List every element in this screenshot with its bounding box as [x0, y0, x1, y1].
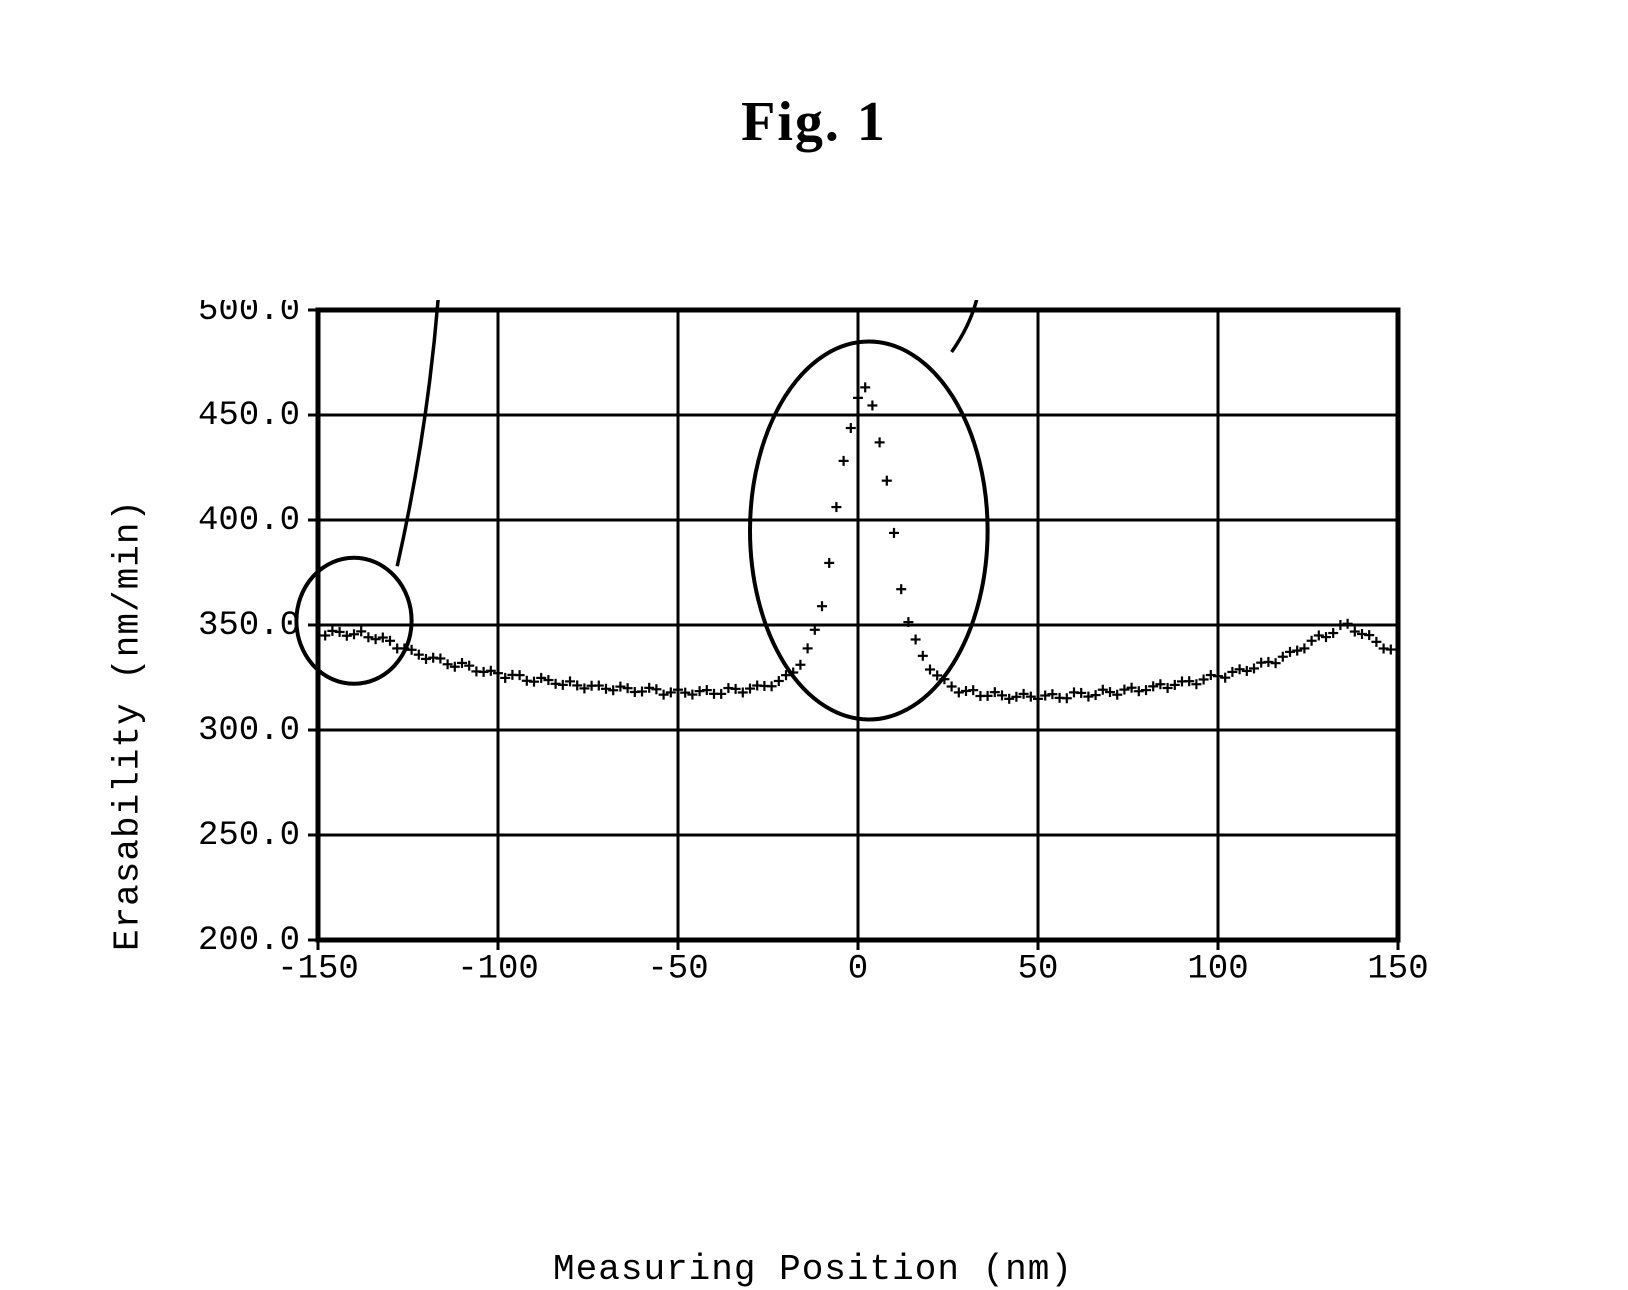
annotation-ellipse-a — [750, 342, 988, 720]
y-tick-label: 450.0 — [198, 397, 300, 435]
x-axis-label: Measuring Position (nm) — [553, 1249, 1073, 1290]
y-tick-label: 400.0 — [198, 502, 300, 540]
annotation-leader-b — [397, 300, 440, 566]
x-tick-label: 150 — [1367, 951, 1428, 989]
y-tick-label: 250.0 — [198, 817, 300, 855]
chart-grid — [318, 310, 1398, 940]
x-tick-label: 50 — [1018, 951, 1059, 989]
erasability-chart: Erasability (nm/min) Measuring Position … — [188, 300, 1438, 1150]
figure-title: Fig. 1 — [0, 90, 1628, 154]
y-tick-label: 500.0 — [198, 300, 300, 330]
x-tick-label: -100 — [457, 951, 539, 989]
y-axis-label: Erasability (nm/min) — [108, 499, 149, 951]
x-tick-label: -50 — [647, 951, 708, 989]
y-tick-label: 350.0 — [198, 607, 300, 645]
chart-svg: 200.0250.0300.0350.0400.0450.0500.0-150-… — [188, 300, 1438, 1150]
x-tick-label: -150 — [277, 951, 359, 989]
y-tick-label: 300.0 — [198, 712, 300, 750]
annotation-ellipse-b — [296, 558, 411, 684]
x-tick-label: 0 — [848, 951, 868, 989]
x-tick-label: 100 — [1187, 951, 1248, 989]
